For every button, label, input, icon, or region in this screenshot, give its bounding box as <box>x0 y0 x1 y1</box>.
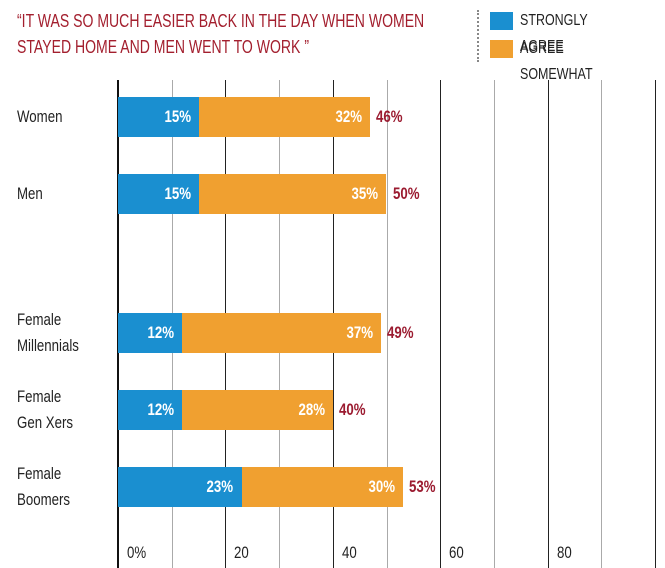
bar-segment <box>198 97 371 137</box>
bar-value-label: 15% <box>164 107 191 126</box>
grid-line <box>440 80 442 568</box>
category-label: Women <box>17 107 63 126</box>
bar-value-label: 15% <box>164 184 191 203</box>
bar-segment <box>118 174 199 214</box>
total-label: 50% <box>392 184 420 203</box>
legend-label: STRONGLY AGREE <box>520 12 588 55</box>
category-label: Female Millennials <box>17 310 79 355</box>
bar-value-label: 28% <box>298 400 325 419</box>
total-label: 46% <box>376 107 403 126</box>
grid-line <box>493 80 495 568</box>
bar-value-label: 30% <box>368 477 395 496</box>
bar-value-label: 37% <box>346 323 374 342</box>
bar-segment <box>182 313 382 353</box>
total-label: 53% <box>408 477 436 496</box>
bar-segment <box>118 313 183 353</box>
bar-segment <box>182 390 333 430</box>
x-tick-label: 60 <box>449 543 464 562</box>
bar-value-label: 12% <box>147 400 175 419</box>
category-label: Female Gen Xers <box>17 387 74 432</box>
category-label: Female Boomers <box>17 464 71 509</box>
x-tick-label: 80 <box>556 543 572 562</box>
grid-line <box>655 80 656 568</box>
total-label: 49% <box>387 323 414 342</box>
grid-line <box>386 80 388 568</box>
x-tick-label: 0% <box>127 543 147 562</box>
bar-value-label: 12% <box>147 323 175 342</box>
category-label: Men <box>17 184 43 203</box>
total-label: 40% <box>338 400 366 419</box>
legend-label: AGREE SOMEWHAT <box>520 40 593 83</box>
bar-segment <box>118 390 183 430</box>
bar-segment <box>118 467 242 507</box>
legend-divider <box>477 10 479 62</box>
grid-line <box>547 80 549 568</box>
legend-swatch <box>490 40 513 58</box>
bar-value-label: 32% <box>335 107 363 126</box>
x-tick-label: 20 <box>234 543 250 562</box>
grid-line <box>601 80 603 568</box>
bar-segment <box>241 467 403 507</box>
bar-value-label: 23% <box>206 477 234 496</box>
x-tick-label: 40 <box>341 543 357 562</box>
legend-swatch <box>490 12 513 30</box>
bar-segment <box>118 97 199 137</box>
bar-value-label: 35% <box>351 184 379 203</box>
chart-title: “IT WAS SO MUCH EASIER BACK IN THE DAY W… <box>17 11 425 57</box>
bar-segment <box>198 174 387 214</box>
